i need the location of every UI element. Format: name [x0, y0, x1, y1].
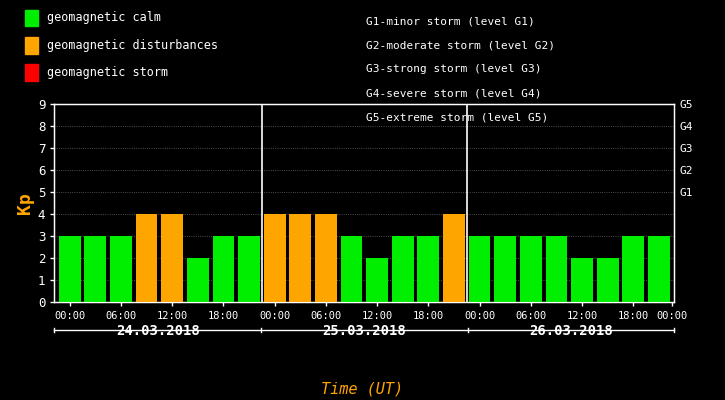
Bar: [315, 214, 337, 302]
Text: G5-extreme storm (level G5): G5-extreme storm (level G5): [366, 112, 548, 122]
Bar: [392, 236, 414, 302]
Text: geomagnetic storm: geomagnetic storm: [47, 66, 168, 79]
Bar: [85, 236, 107, 302]
Bar: [648, 236, 670, 302]
Bar: [162, 214, 183, 302]
Text: 24.03.2018: 24.03.2018: [116, 324, 199, 338]
Bar: [571, 258, 593, 302]
Bar: [238, 236, 260, 302]
Bar: [520, 236, 542, 302]
Bar: [187, 258, 209, 302]
Bar: [494, 236, 516, 302]
Text: 26.03.2018: 26.03.2018: [529, 324, 613, 338]
Bar: [59, 236, 80, 302]
Text: geomagnetic disturbances: geomagnetic disturbances: [47, 39, 218, 52]
Bar: [136, 214, 157, 302]
Y-axis label: Kp: Kp: [16, 192, 33, 214]
Text: geomagnetic calm: geomagnetic calm: [47, 12, 161, 24]
Bar: [341, 236, 362, 302]
Text: G1-minor storm (level G1): G1-minor storm (level G1): [366, 16, 535, 26]
Bar: [443, 214, 465, 302]
Text: G2-moderate storm (level G2): G2-moderate storm (level G2): [366, 40, 555, 50]
Text: G3-strong storm (level G3): G3-strong storm (level G3): [366, 64, 542, 74]
Bar: [264, 214, 286, 302]
Text: 25.03.2018: 25.03.2018: [323, 324, 406, 338]
Bar: [289, 214, 311, 302]
Bar: [545, 236, 567, 302]
Bar: [212, 236, 234, 302]
Text: Time (UT): Time (UT): [321, 381, 404, 396]
Bar: [597, 258, 618, 302]
Bar: [366, 258, 388, 302]
Bar: [622, 236, 644, 302]
Bar: [110, 236, 132, 302]
Text: G4-severe storm (level G4): G4-severe storm (level G4): [366, 88, 542, 98]
Bar: [418, 236, 439, 302]
Bar: [468, 236, 491, 302]
